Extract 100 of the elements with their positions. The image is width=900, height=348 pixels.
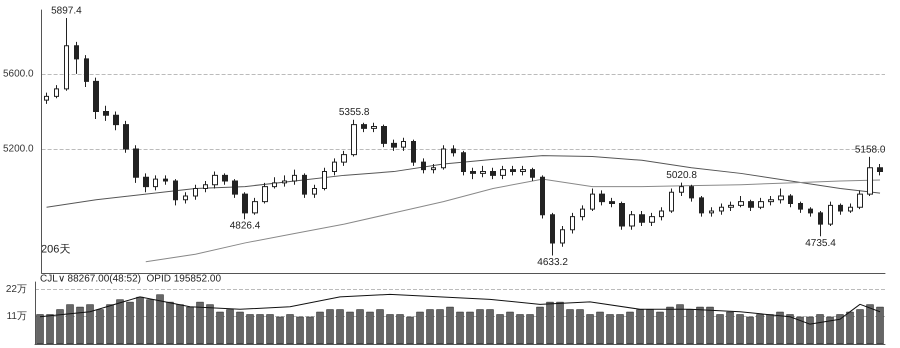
candlestick	[232, 178, 238, 198]
y-tick-label: 11万	[6, 311, 27, 322]
bar	[246, 314, 254, 344]
bar	[836, 314, 844, 344]
bar	[756, 314, 764, 344]
candlestick	[193, 184, 198, 200]
bar	[536, 306, 544, 344]
bar	[306, 316, 314, 344]
candlestick	[659, 206, 664, 221]
bar	[786, 314, 794, 344]
bar	[126, 302, 134, 344]
annotation: 5355.8	[338, 107, 370, 118]
candlestick	[520, 165, 526, 176]
bar	[636, 309, 644, 344]
candlestick	[84, 54, 89, 88]
bar	[816, 314, 824, 344]
candlestick	[738, 195, 744, 208]
bar	[866, 304, 874, 344]
line-series	[46, 155, 881, 208]
bar	[106, 304, 114, 344]
candlestick	[292, 169, 297, 186]
bar	[496, 314, 504, 344]
candlestick	[798, 201, 803, 214]
candlestick	[480, 165, 486, 178]
annotation: 4826.4	[230, 220, 261, 232]
line-series	[40, 294, 880, 325]
candlestick	[242, 192, 248, 220]
bar	[846, 312, 854, 344]
candlestick	[490, 167, 496, 180]
candlestick	[639, 210, 645, 227]
bar	[396, 314, 404, 344]
bar	[296, 316, 304, 344]
bar	[276, 316, 284, 344]
bar	[546, 302, 554, 344]
candlestick	[54, 84, 59, 99]
candlestick	[173, 178, 178, 206]
candlestick	[590, 188, 595, 212]
bar	[616, 314, 624, 344]
candlestick	[709, 206, 714, 218]
bar	[446, 306, 454, 344]
bar	[856, 309, 864, 344]
candlestick	[411, 139, 416, 166]
candlestick	[103, 105, 109, 122]
candlestick	[183, 192, 188, 204]
candlestick	[470, 167, 476, 180]
bar	[486, 309, 494, 344]
candlestick	[451, 144, 456, 158]
candlestick	[391, 139, 397, 152]
bar	[166, 302, 174, 344]
candlestick	[322, 167, 327, 191]
candlestick	[877, 164, 883, 176]
bar	[716, 314, 724, 344]
candlestick	[133, 144, 139, 184]
bar	[116, 299, 124, 344]
candlestick	[64, 18, 69, 92]
bar	[806, 316, 814, 344]
bar	[416, 312, 424, 344]
bar	[556, 302, 564, 344]
candlestick	[500, 165, 506, 180]
bar	[406, 316, 414, 344]
candlestick	[599, 190, 605, 206]
candlestick	[679, 182, 684, 196]
candlestick	[401, 137, 406, 152]
candlestick	[609, 197, 615, 208]
candlestick	[570, 212, 575, 234]
candlestick	[758, 197, 764, 210]
candlestick	[828, 201, 833, 227]
candlestick	[332, 158, 337, 176]
candlestick	[212, 171, 218, 189]
candlestick	[728, 201, 734, 212]
candlestick	[848, 202, 853, 214]
bar	[646, 309, 654, 344]
bar	[66, 304, 74, 344]
y-tick-label: 5200.0	[2, 144, 34, 155]
candlestick	[123, 120, 129, 154]
candlestick	[748, 199, 754, 212]
bar	[426, 309, 434, 344]
annotation: 5897.4	[51, 6, 82, 17]
bar	[436, 309, 444, 344]
candlestick	[530, 167, 535, 182]
candlestick	[857, 190, 863, 210]
candlestick	[619, 201, 625, 230]
candlestick	[203, 180, 208, 193]
candlestick	[153, 174, 158, 191]
candlestick	[540, 174, 545, 220]
bar	[706, 306, 714, 344]
bar	[476, 309, 484, 344]
candlestick	[252, 197, 258, 216]
candlestick	[272, 176, 277, 189]
bar	[216, 312, 224, 344]
bar	[586, 314, 594, 344]
candlestick	[719, 202, 724, 216]
bar	[226, 309, 234, 344]
annotation: 206天	[41, 244, 70, 256]
bar	[386, 314, 394, 344]
candlestick	[351, 119, 357, 158]
bar	[666, 306, 674, 344]
bar	[466, 312, 474, 344]
bar	[286, 314, 294, 344]
candlestick	[381, 124, 387, 148]
